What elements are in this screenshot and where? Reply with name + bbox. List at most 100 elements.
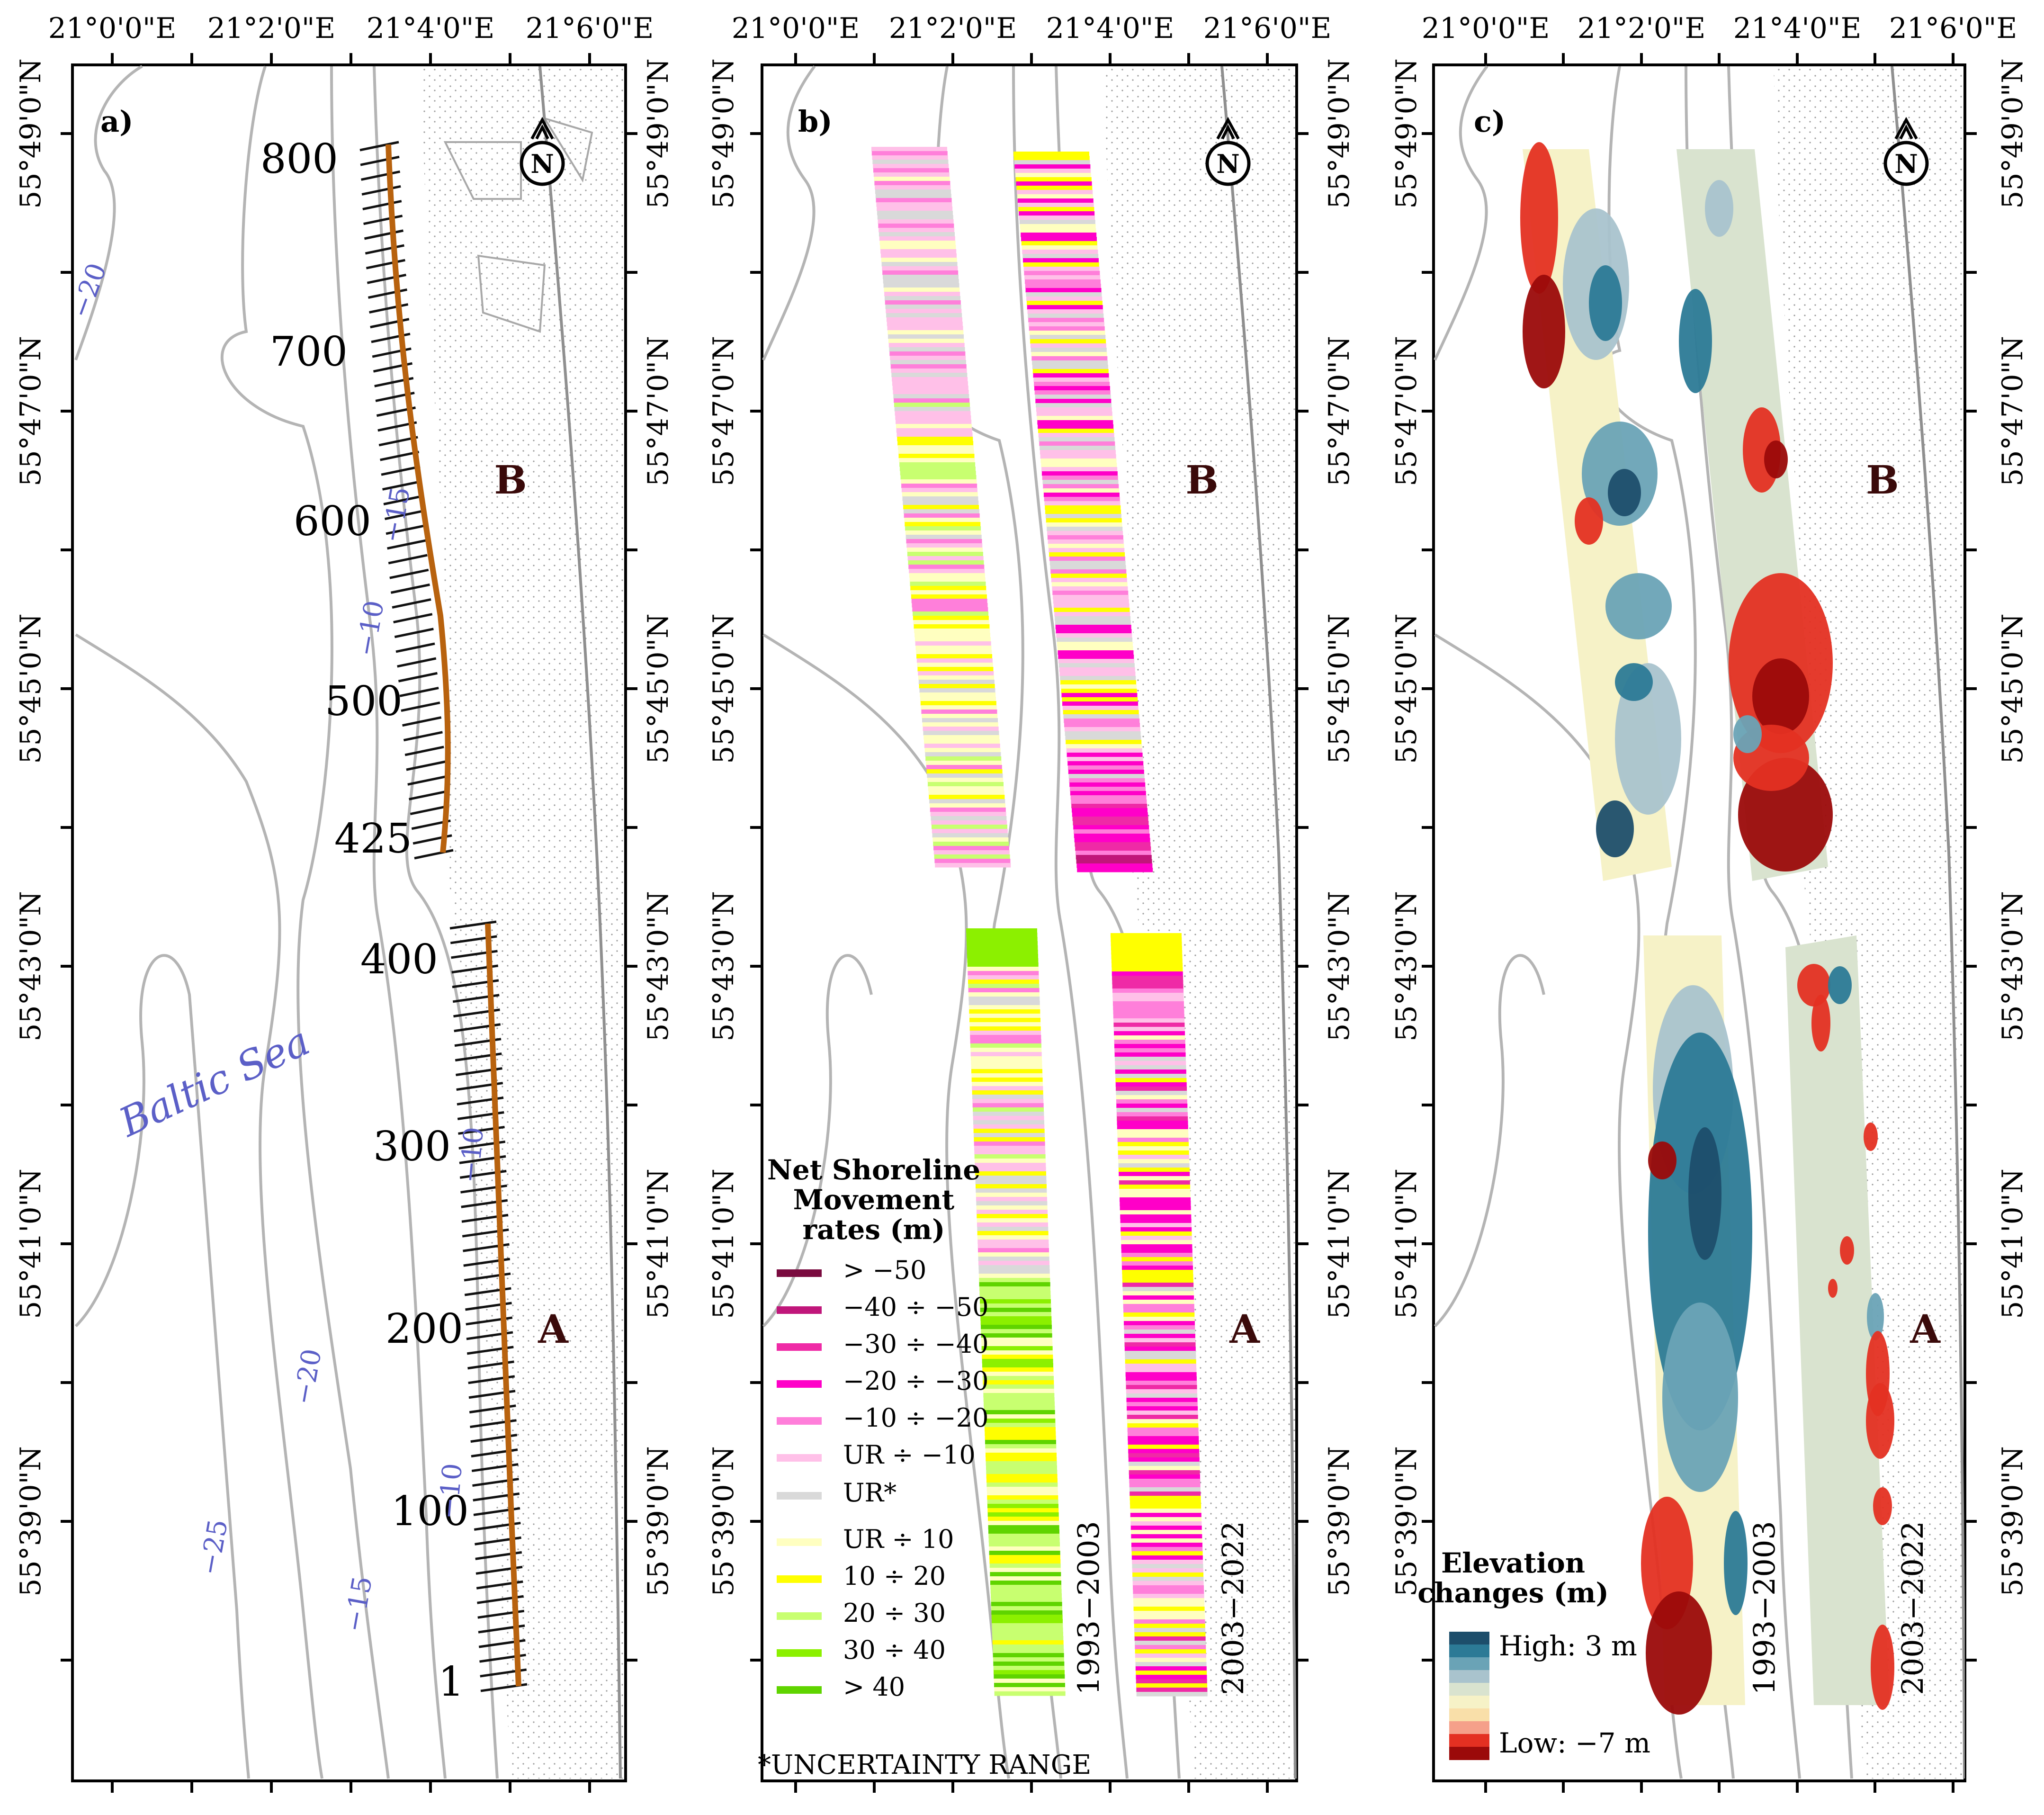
nsm-segment [967,958,1039,963]
nsm-segment [900,471,976,476]
nsm-segment [920,692,996,697]
nsm-segment [1060,676,1136,681]
nsm-segment [1022,258,1099,263]
nsm-segment [983,1393,1055,1398]
transect-label: 425 [334,815,412,863]
transect-line [381,465,421,476]
nsm-segment [1017,194,1093,199]
nsm-segment [1061,693,1138,698]
nsm-segment [1022,254,1099,259]
transect-label: 1 [438,1658,464,1706]
nsm-segment [1029,326,1105,331]
nsm-segment [1121,1240,1192,1245]
legend-swatch [777,1306,822,1314]
nsm-segment [990,1568,1061,1572]
nsm-segment [914,629,990,633]
nsm-segment [1134,1632,1206,1637]
nsm-segment [897,437,973,441]
nsm-segment [981,1342,1053,1347]
lat-label: 55°39'0"N [1996,1446,2029,1596]
nsm-segment [910,582,986,586]
nsm-segment [1124,1334,1195,1339]
nsm-segment [1120,1197,1191,1202]
north-arrow-icon: N [1205,117,1251,186]
nsm-segment [1125,1351,1196,1356]
nsm-segment [1123,1300,1194,1304]
nsm-segment [1075,846,1151,851]
transect-label: 200 [385,1305,463,1353]
nsm-segment [1024,271,1100,276]
nsm-segment [1027,309,1103,314]
zone-label-a: A [538,1307,569,1352]
nsm-segment [974,1141,1045,1146]
nsm-segment [977,1231,1049,1236]
nsm-segment [884,292,960,297]
nsm-segment [1127,1406,1198,1411]
nsm-segment [1116,1112,1188,1117]
nsm-segment [1124,1338,1196,1343]
nsm-segment [990,1572,1061,1577]
nsm-segment [1111,950,1183,955]
nsm-segment [988,1521,1059,1526]
nsm-segment [1072,812,1148,817]
nsm-segment [912,603,988,608]
nsm-segment [985,1427,1056,1432]
lat-label: 55°47'0"N [707,336,740,486]
nsm-segment [1126,1385,1197,1390]
nsm-segment [1121,1244,1192,1249]
nsm-segment [969,1022,1041,1027]
nsm-segment [930,808,1006,812]
elev-patch [1764,440,1788,478]
nsm-segment [976,1205,1048,1210]
nsm-segment [896,432,973,437]
nsm-segment [994,1683,1065,1688]
north-arrow-icon: N [520,117,565,186]
nsm-segment [911,599,987,603]
nsm-segment [884,296,960,301]
nsm-segment [1134,1628,1206,1633]
nsm-segment [1135,1653,1206,1658]
nsm-segment [886,313,962,318]
lon-label: 21°2'0"E [1578,12,1706,45]
nsm-segment [1135,1658,1207,1662]
nsm-segment [971,1073,1043,1078]
nsm-segment [985,1431,1056,1436]
nsm-segment [994,1674,1065,1679]
nsm-segment [993,1653,1064,1658]
nsm-segment [994,1670,1065,1675]
nsm-segment [1133,1611,1205,1616]
nsm-segment [984,1419,1056,1423]
nsm-segment [926,765,1002,770]
nsm-segment [1067,753,1143,757]
nsm-segment [1123,1308,1195,1313]
elev-patch [1679,289,1712,393]
nsm-segment [1135,1649,1206,1654]
nsm-segment [1112,993,1184,997]
nsm-segment [1128,1436,1199,1441]
elev-patch [1828,1279,1838,1298]
legend-swatch [777,1343,822,1351]
nsm-segment [1122,1274,1193,1279]
transect-line [363,215,403,225]
nsm-segment [1127,1411,1198,1415]
nsm-segment [1051,574,1127,578]
zone-label-b: B [1866,458,1899,503]
nsm-segment [1063,710,1139,715]
nsm-segment [1121,1249,1192,1253]
nsm-segment [882,266,958,271]
nsm-segment [916,650,992,655]
nsm-segment [989,1559,1061,1564]
nsm-segment [1131,1555,1203,1560]
nsm-segment [1125,1359,1196,1364]
transect-line [409,790,448,800]
nsm-segment [873,168,949,173]
nsm-segment [981,1325,1052,1330]
nsm-segment [909,573,985,578]
nsm-segment [1117,1116,1188,1121]
nsm-segment [1135,1645,1206,1650]
nsm-segment [896,420,972,424]
nsm-segment [982,1367,1054,1372]
lat-label: 55°49'0"N [1390,58,1423,208]
nsm-segment [1130,1513,1201,1518]
nsm-segment [1071,804,1148,809]
